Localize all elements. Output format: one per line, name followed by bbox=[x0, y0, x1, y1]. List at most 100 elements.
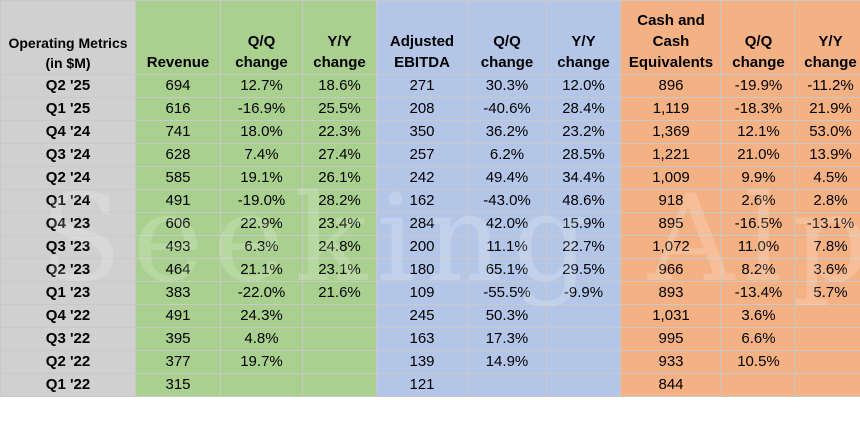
ebitda-yy-cell[interactable]: -9.9% bbox=[546, 281, 621, 305]
revenue-cell[interactable]: 606 bbox=[135, 212, 221, 236]
cash-qq-cell[interactable]: 21.0% bbox=[721, 143, 796, 167]
ebitda-yy-cell[interactable]: 34.4% bbox=[546, 166, 621, 190]
ebitda-cell[interactable]: 121 bbox=[376, 373, 468, 397]
cash-qq-cell[interactable]: 3.6% bbox=[721, 304, 796, 328]
revenue-qq-cell[interactable]: 24.3% bbox=[220, 304, 303, 328]
revenue-qq-cell[interactable]: 19.1% bbox=[220, 166, 303, 190]
ebitda-qq-cell[interactable]: 14.9% bbox=[467, 350, 547, 374]
revenue-qq-cell[interactable]: 6.3% bbox=[220, 235, 303, 259]
cash-yy-cell[interactable]: -13.1% bbox=[795, 212, 860, 236]
cash-cell[interactable]: 1,031 bbox=[620, 304, 722, 328]
ebitda-cell[interactable]: 245 bbox=[376, 304, 468, 328]
revenue-qq-cell[interactable]: 21.1% bbox=[220, 258, 303, 282]
quarter-cell[interactable]: Q3 '22 bbox=[0, 327, 136, 351]
cash-qq-cell[interactable] bbox=[721, 373, 796, 397]
quarter-cell[interactable]: Q4 '22 bbox=[0, 304, 136, 328]
ebitda-qq-cell[interactable]: 6.2% bbox=[467, 143, 547, 167]
cash-qq-cell[interactable]: 9.9% bbox=[721, 166, 796, 190]
ebitda-cell[interactable]: 163 bbox=[376, 327, 468, 351]
cash-yy-cell[interactable]: 4.5% bbox=[795, 166, 860, 190]
revenue-cell[interactable]: 741 bbox=[135, 120, 221, 144]
revenue-yy-cell[interactable]: 23.4% bbox=[302, 212, 377, 236]
quarter-cell[interactable]: Q1 '23 bbox=[0, 281, 136, 305]
ebitda-cell[interactable]: 257 bbox=[376, 143, 468, 167]
ebitda-yy-cell[interactable] bbox=[546, 373, 621, 397]
ebitda-yy-cell[interactable] bbox=[546, 327, 621, 351]
ebitda-cell[interactable]: 200 bbox=[376, 235, 468, 259]
revenue-qq-cell[interactable]: 7.4% bbox=[220, 143, 303, 167]
cash-cell[interactable]: 896 bbox=[620, 74, 722, 98]
quarter-cell[interactable]: Q4 '23 bbox=[0, 212, 136, 236]
cash-qq-cell[interactable]: 12.1% bbox=[721, 120, 796, 144]
revenue-yy-cell[interactable]: 27.4% bbox=[302, 143, 377, 167]
revenue-cell[interactable]: 395 bbox=[135, 327, 221, 351]
ebitda-cell[interactable]: 180 bbox=[376, 258, 468, 282]
revenue-cell[interactable]: 493 bbox=[135, 235, 221, 259]
cash-cell[interactable]: 893 bbox=[620, 281, 722, 305]
ebitda-qq-cell[interactable] bbox=[467, 373, 547, 397]
cash-yy-cell[interactable]: 5.7% bbox=[795, 281, 860, 305]
revenue-qq-cell[interactable]: -22.0% bbox=[220, 281, 303, 305]
cash-cell[interactable]: 1,221 bbox=[620, 143, 722, 167]
cash-yy-cell[interactable]: 7.8% bbox=[795, 235, 860, 259]
cash-yy-cell[interactable]: 13.9% bbox=[795, 143, 860, 167]
revenue-yy-cell[interactable]: 24.8% bbox=[302, 235, 377, 259]
quarter-cell[interactable]: Q1 '22 bbox=[0, 373, 136, 397]
cash-yy-cell[interactable] bbox=[795, 350, 860, 374]
quarter-cell[interactable]: Q4 '24 bbox=[0, 120, 136, 144]
ebitda-yy-cell[interactable]: 23.2% bbox=[546, 120, 621, 144]
cash-qq-cell[interactable]: 11.0% bbox=[721, 235, 796, 259]
revenue-yy-cell[interactable] bbox=[302, 373, 377, 397]
quarter-cell[interactable]: Q2 '24 bbox=[0, 166, 136, 190]
revenue-cell[interactable]: 585 bbox=[135, 166, 221, 190]
ebitda-cell[interactable]: 284 bbox=[376, 212, 468, 236]
quarter-cell[interactable]: Q3 '23 bbox=[0, 235, 136, 259]
cash-yy-cell[interactable] bbox=[795, 304, 860, 328]
ebitda-yy-cell[interactable] bbox=[546, 350, 621, 374]
ebitda-cell[interactable]: 208 bbox=[376, 97, 468, 121]
ebitda-cell[interactable]: 109 bbox=[376, 281, 468, 305]
revenue-cell[interactable]: 377 bbox=[135, 350, 221, 374]
revenue-cell[interactable]: 491 bbox=[135, 304, 221, 328]
revenue-yy-cell[interactable]: 26.1% bbox=[302, 166, 377, 190]
revenue-yy-cell[interactable]: 21.6% bbox=[302, 281, 377, 305]
cash-yy-cell[interactable] bbox=[795, 327, 860, 351]
ebitda-yy-cell[interactable] bbox=[546, 304, 621, 328]
cash-qq-cell[interactable]: 6.6% bbox=[721, 327, 796, 351]
ebitda-cell[interactable]: 350 bbox=[376, 120, 468, 144]
revenue-yy-cell[interactable]: 18.6% bbox=[302, 74, 377, 98]
revenue-cell[interactable]: 491 bbox=[135, 189, 221, 213]
revenue-qq-cell[interactable]: 12.7% bbox=[220, 74, 303, 98]
ebitda-qq-cell[interactable]: 36.2% bbox=[467, 120, 547, 144]
cash-qq-cell[interactable]: -13.4% bbox=[721, 281, 796, 305]
revenue-qq-cell[interactable]: 18.0% bbox=[220, 120, 303, 144]
cash-qq-cell[interactable]: -19.9% bbox=[721, 74, 796, 98]
ebitda-qq-cell[interactable]: 49.4% bbox=[467, 166, 547, 190]
revenue-yy-cell[interactable] bbox=[302, 327, 377, 351]
revenue-cell[interactable]: 383 bbox=[135, 281, 221, 305]
cash-cell[interactable]: 1,072 bbox=[620, 235, 722, 259]
quarter-cell[interactable]: Q1 '25 bbox=[0, 97, 136, 121]
cash-yy-cell[interactable]: 21.9% bbox=[795, 97, 860, 121]
revenue-qq-cell[interactable]: -19.0% bbox=[220, 189, 303, 213]
cash-cell[interactable]: 918 bbox=[620, 189, 722, 213]
ebitda-qq-cell[interactable]: 17.3% bbox=[467, 327, 547, 351]
ebitda-yy-cell[interactable]: 15.9% bbox=[546, 212, 621, 236]
quarter-cell[interactable]: Q2 '23 bbox=[0, 258, 136, 282]
cash-qq-cell[interactable]: -16.5% bbox=[721, 212, 796, 236]
quarter-cell[interactable]: Q2 '22 bbox=[0, 350, 136, 374]
revenue-yy-cell[interactable]: 22.3% bbox=[302, 120, 377, 144]
revenue-qq-cell[interactable]: -16.9% bbox=[220, 97, 303, 121]
ebitda-yy-cell[interactable]: 12.0% bbox=[546, 74, 621, 98]
revenue-qq-cell[interactable]: 4.8% bbox=[220, 327, 303, 351]
revenue-cell[interactable]: 464 bbox=[135, 258, 221, 282]
revenue-qq-cell[interactable]: 19.7% bbox=[220, 350, 303, 374]
revenue-yy-cell[interactable] bbox=[302, 350, 377, 374]
cash-qq-cell[interactable]: 10.5% bbox=[721, 350, 796, 374]
cash-qq-cell[interactable]: -18.3% bbox=[721, 97, 796, 121]
cash-cell[interactable]: 895 bbox=[620, 212, 722, 236]
quarter-cell[interactable]: Q1 '24 bbox=[0, 189, 136, 213]
revenue-cell[interactable]: 315 bbox=[135, 373, 221, 397]
cash-cell[interactable]: 966 bbox=[620, 258, 722, 282]
cash-cell[interactable]: 1,009 bbox=[620, 166, 722, 190]
